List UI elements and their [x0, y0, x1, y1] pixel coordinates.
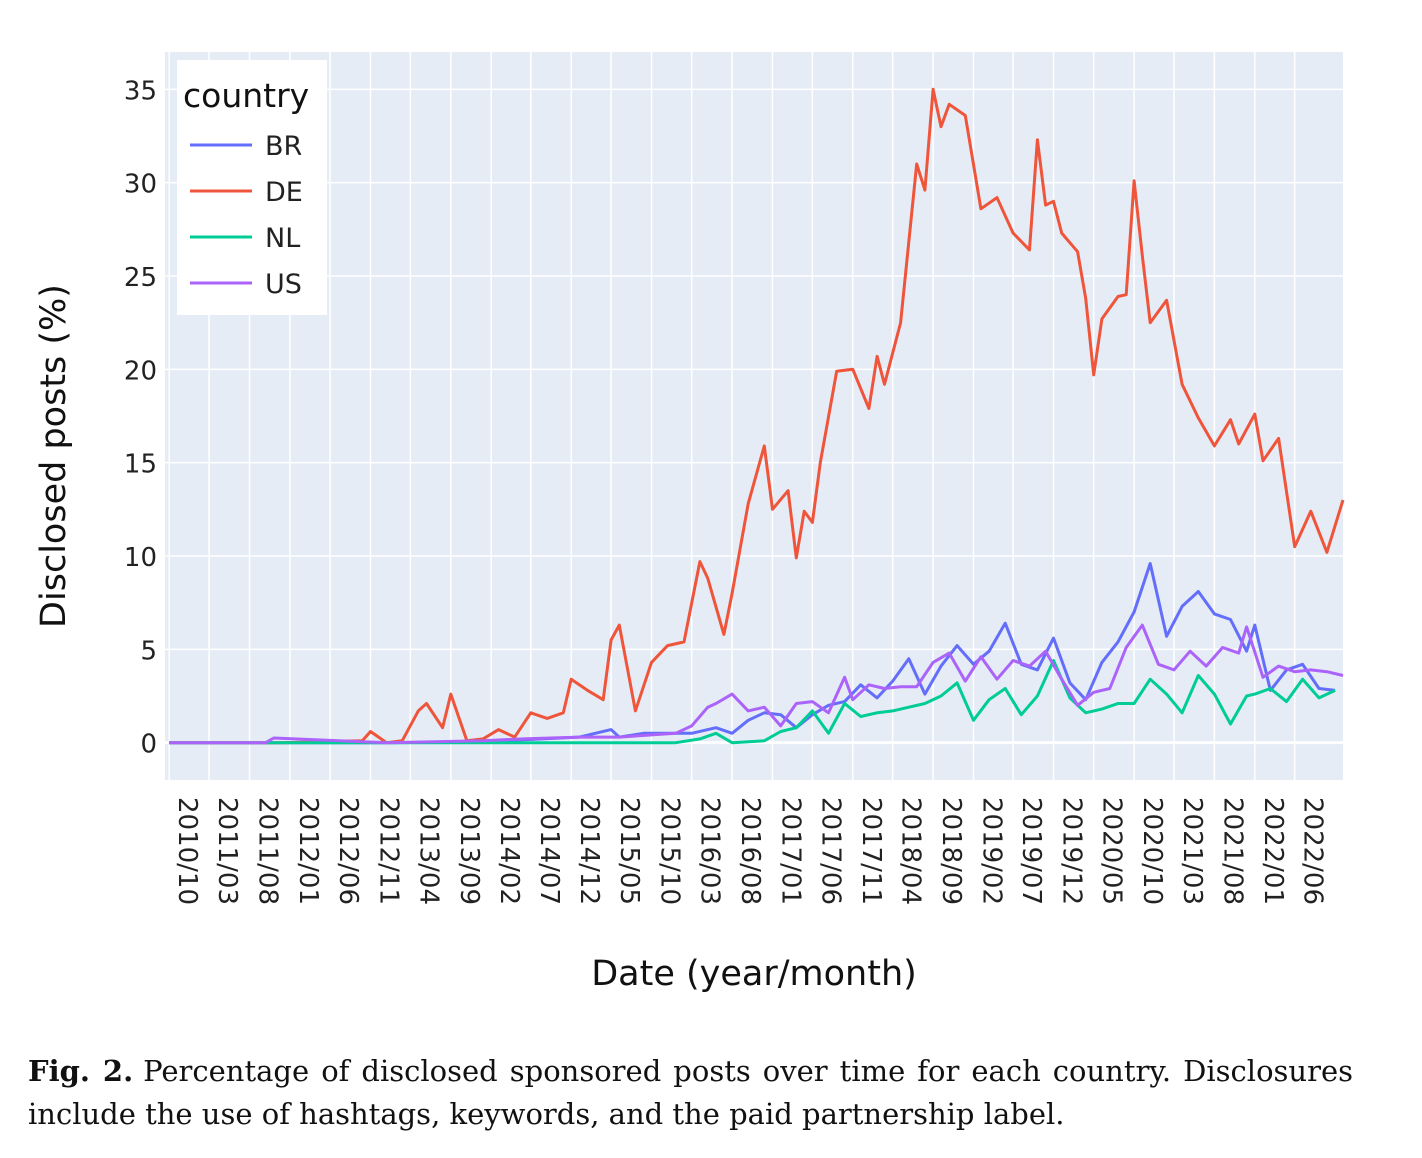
- y-tick-label: 15: [124, 450, 157, 480]
- gridlines: [165, 52, 1343, 780]
- legend-label-us: US: [265, 269, 302, 300]
- x-tick-label: 2014/02: [494, 797, 524, 905]
- x-tick-label: 2019/02: [976, 797, 1006, 905]
- line-chart: 0 5 10 15 20 25 30 35 2010/10 2011/03 2011/08 2012…: [34, 52, 1345, 994]
- y-tick-label: 5: [140, 636, 157, 666]
- x-tick-label: 2011/03: [212, 797, 242, 905]
- x-tick-label: 2017/06: [815, 797, 845, 905]
- x-tick-label: 2022/01: [1258, 797, 1288, 905]
- legend-box: [177, 60, 327, 315]
- x-tick-label: 2018/09: [936, 797, 966, 905]
- y-tick-label: 35: [124, 76, 157, 106]
- x-tick-label: 2015/10: [655, 797, 685, 905]
- y-axis-label: Disclosed posts (%): [34, 284, 74, 628]
- y-tick-label: 25: [124, 263, 157, 293]
- x-tick-label: 2022/06: [1298, 797, 1328, 905]
- x-tick-label: 2021/03: [1177, 797, 1207, 905]
- y-tick-label: 0: [140, 730, 157, 760]
- x-tick-label: 2019/12: [1057, 797, 1087, 905]
- x-tick-label: 2014/07: [534, 797, 564, 905]
- x-tick-label: 2011/08: [253, 797, 283, 905]
- x-axis-label: Date (year/month): [591, 954, 917, 994]
- x-tick-label: 2017/01: [775, 797, 805, 905]
- x-tick-label: 2014/12: [574, 797, 604, 905]
- x-tick-label: 2019/07: [1016, 797, 1046, 905]
- legend-label-nl: NL: [265, 223, 300, 254]
- x-tick-label: 2012/01: [293, 797, 323, 905]
- caption-text: Percentage of disclosed sponsored posts …: [28, 1054, 1353, 1131]
- x-tick-label: 2020/10: [1137, 797, 1167, 905]
- y-tick-label: 20: [124, 356, 157, 386]
- x-tick-label: 2013/04: [413, 797, 443, 905]
- y-tick-label: 30: [124, 170, 157, 200]
- x-tick-label: 2021/08: [1217, 797, 1247, 905]
- x-tick-label: 2012/06: [333, 797, 363, 905]
- series-line-de: [169, 87, 1345, 745]
- series-line-nl: [169, 659, 1336, 745]
- y-tick-label: 10: [124, 543, 157, 573]
- x-tick-label: 2016/03: [695, 797, 725, 905]
- figure-caption: Fig. 2. Percentage of disclosed sponsored…: [28, 1050, 1353, 1136]
- plot-background: [165, 52, 1343, 780]
- x-tick-label: 2018/04: [896, 797, 926, 905]
- x-tick-label: 2017/11: [856, 797, 886, 905]
- figure-label: Fig. 2.: [28, 1054, 134, 1088]
- x-tick-label: 2020/05: [1097, 797, 1127, 905]
- legend: country BR DE NL US: [177, 60, 327, 315]
- y-tick-labels: 0 5 10 15 20 25 30 35: [124, 76, 157, 759]
- series-lines: [169, 87, 1345, 745]
- legend-label-br: BR: [265, 131, 302, 162]
- x-tick-label: 2013/09: [454, 797, 484, 905]
- series-line-us: [169, 623, 1344, 745]
- legend-label-de: DE: [265, 177, 303, 208]
- x-tick-labels: 2010/10 2011/03 2011/08 2012/01 2012/06 2012/…: [172, 797, 1327, 905]
- x-tick-label: 2016/08: [735, 797, 765, 905]
- x-tick-label: 2012/11: [373, 797, 403, 905]
- x-tick-label: 2010/10: [172, 797, 202, 905]
- legend-title: country: [183, 76, 309, 115]
- x-tick-label: 2015/05: [614, 797, 644, 905]
